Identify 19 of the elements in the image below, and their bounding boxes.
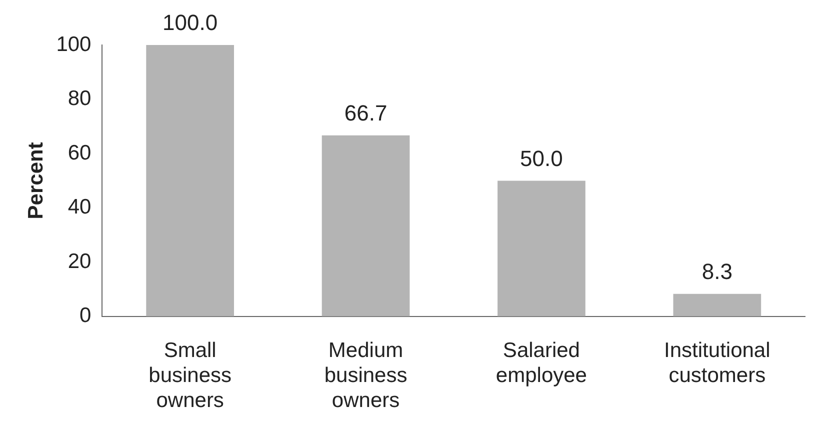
data-label: 66.7	[344, 100, 388, 126]
data-label: 50.0	[520, 146, 563, 171]
bar	[146, 45, 234, 316]
x-tick-label: Small business owners	[148, 338, 232, 412]
bar	[322, 135, 410, 316]
x-tick-label: Medium business owners	[324, 338, 408, 412]
y-axis-title: Percent	[24, 142, 48, 220]
y-tick-label: 20	[68, 250, 92, 273]
bar	[673, 294, 762, 316]
bar	[498, 180, 586, 316]
y-tick-label: 0	[80, 304, 92, 328]
y-tick-label: 40	[68, 196, 92, 219]
y-tick-label: 80	[68, 87, 92, 110]
data-label: 100.0	[162, 10, 218, 36]
y-tick-label: 100	[56, 32, 92, 56]
data-label: 8.3	[702, 258, 732, 284]
y-tick-label: 60	[68, 141, 92, 164]
x-tick-label: Salaried employee	[496, 338, 587, 387]
x-tick-label: Institutional customers	[664, 338, 770, 387]
